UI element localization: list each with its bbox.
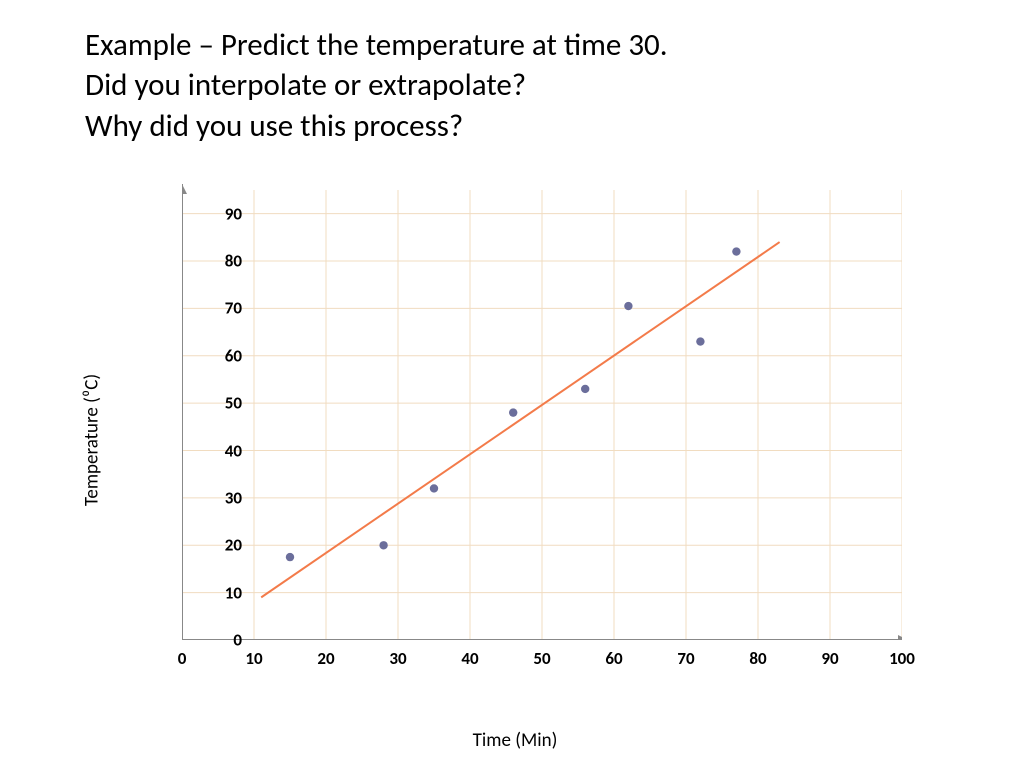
slide: Example – Predict the temperature at tim…	[0, 0, 1024, 768]
y-tick-label: 0	[202, 630, 242, 651]
data-point	[379, 541, 387, 549]
data-point	[581, 385, 589, 393]
x-tick-label: 60	[605, 648, 622, 669]
x-tick-label: 50	[533, 648, 550, 669]
x-tick-label: 20	[317, 648, 334, 669]
y-tick-label: 60	[202, 345, 242, 366]
data-point	[732, 247, 740, 255]
y-tick-label: 40	[202, 440, 242, 461]
y-tick-label: 30	[202, 487, 242, 508]
plot-area	[182, 170, 902, 640]
x-tick-label: 90	[821, 648, 838, 669]
title-line-2: Did you interpolate or extrapolate?	[85, 65, 945, 105]
y-tick-label: 80	[202, 251, 242, 272]
chart-container: Temperature (⁰C) Time (Min) 010203040506…	[120, 170, 910, 710]
x-tick-label: 80	[749, 648, 766, 669]
y-tick-label: 90	[202, 203, 242, 224]
y-tick-label: 70	[202, 298, 242, 319]
x-tick-label: 100	[889, 648, 915, 669]
title-line-1: Example – Predict the temperature at tim…	[85, 25, 945, 65]
title-line-3: Why did you use this process?	[85, 106, 945, 146]
data-point	[286, 553, 294, 561]
chart-svg	[182, 170, 902, 640]
y-axis-label: Temperature (⁰C)	[81, 374, 104, 506]
data-point	[430, 484, 438, 492]
x-tick-label: 0	[178, 648, 187, 669]
y-tick-label: 50	[202, 393, 242, 414]
data-point	[696, 337, 704, 345]
trendline	[261, 242, 779, 597]
y-tick-label: 20	[202, 535, 242, 556]
data-point	[624, 302, 632, 310]
x-tick-label: 30	[389, 648, 406, 669]
x-tick-label: 10	[245, 648, 262, 669]
x-axis-label: Time (Min)	[473, 729, 558, 752]
data-point	[509, 408, 517, 416]
x-tick-label: 40	[461, 648, 478, 669]
title-block: Example – Predict the temperature at tim…	[85, 25, 945, 146]
x-tick-label: 70	[677, 648, 694, 669]
y-tick-label: 10	[202, 582, 242, 603]
